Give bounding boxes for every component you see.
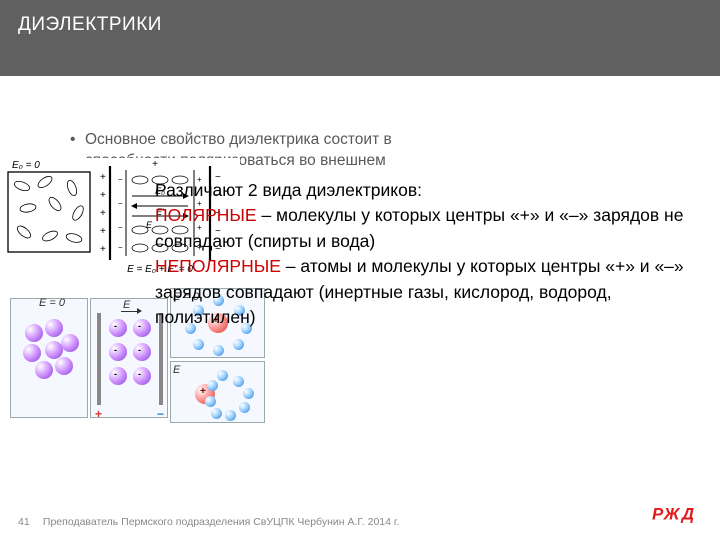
rzd-logo: P Ж Д (652, 499, 704, 532)
fig2-e0-label: E = 0 (39, 297, 65, 309)
svg-text:−: − (118, 223, 123, 232)
fig1-topsign: + (152, 159, 158, 170)
fig2-panel-nofield: E = 0 (10, 298, 88, 418)
svg-text:−: − (118, 199, 123, 208)
svg-text:+: + (100, 226, 106, 237)
page-number: 41 (18, 516, 40, 528)
svg-text:Ж: Ж (663, 505, 681, 524)
fig2-e-label: E (123, 299, 130, 311)
svg-text:+: + (100, 172, 106, 183)
polar-label: ПОЛЯРНЫЕ (155, 205, 257, 225)
slide-title-bar: ДИЭЛЕКТРИКИ (0, 0, 720, 76)
body-text: Различают 2 вида диэлектриков: ПОЛЯРНЫЕ … (155, 178, 710, 330)
nonpolar-label: НЕПОЛЯРНЫЕ (155, 256, 281, 276)
svg-text:+: + (100, 190, 106, 201)
svg-text:−: − (118, 243, 123, 252)
svg-text:P: P (652, 505, 664, 524)
body-intro: Различают 2 вида диэлектриков: (155, 180, 422, 200)
svg-text:Д: Д (680, 505, 694, 524)
svg-text:−: − (118, 175, 123, 184)
svg-text:E: E (146, 220, 153, 230)
fig1-e0-label: E₀ = 0 (12, 160, 40, 171)
footer-credit: 41 Преподаватель Пермского подразделения… (18, 516, 399, 528)
svg-text:+: + (100, 208, 106, 219)
svg-text:+: + (100, 244, 106, 255)
fig2-panel-atom-shifted: + E (170, 361, 265, 423)
slide-title: ДИЭЛЕКТРИКИ (18, 14, 162, 35)
